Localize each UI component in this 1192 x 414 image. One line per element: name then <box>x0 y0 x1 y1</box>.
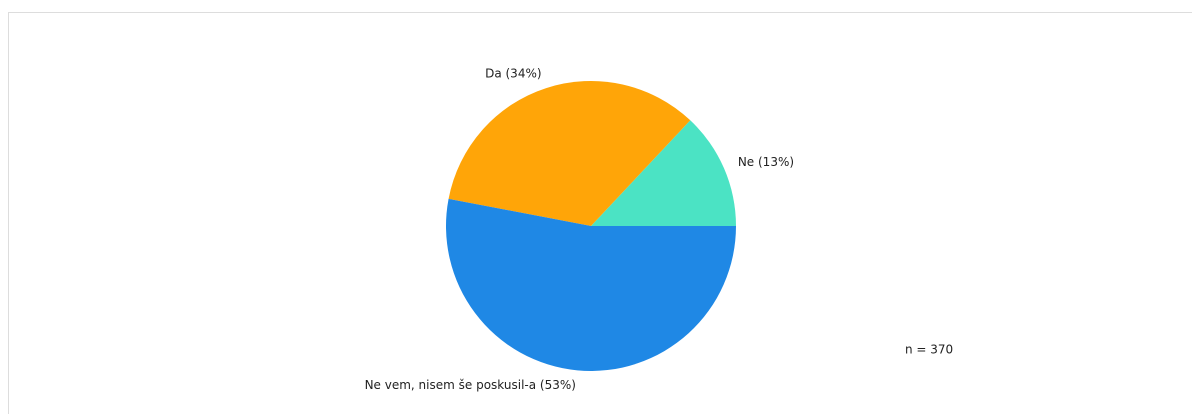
slice-label: Ne (13%) <box>738 155 794 169</box>
slice-label: Da (34%) <box>485 66 541 80</box>
slice-label: Ne vem, nisem še poskusil-a (53%) <box>365 378 576 392</box>
pie-slice <box>445 198 736 372</box>
pie-slice <box>448 80 691 227</box>
annotation: n = 370 <box>905 343 953 357</box>
pie-slice <box>591 120 736 226</box>
